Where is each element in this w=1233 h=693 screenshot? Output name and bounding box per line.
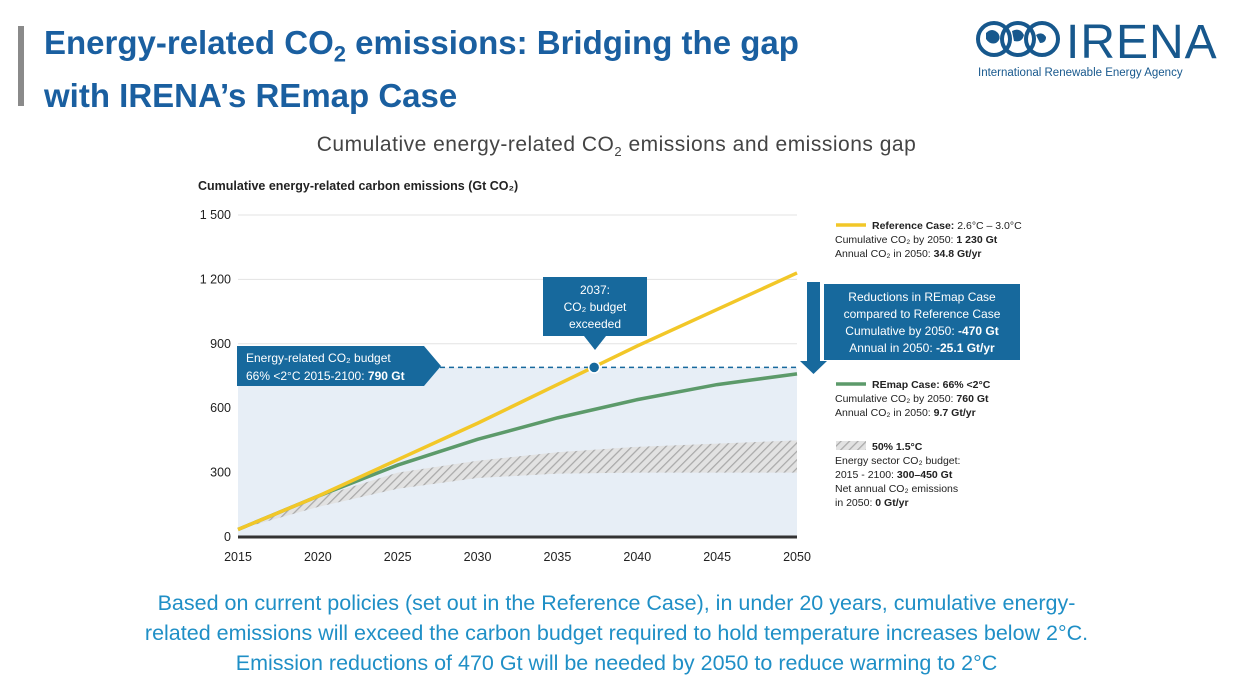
budget-callout-line2: 66% <2°C 2015-2100:	[246, 369, 368, 383]
legend-band-budget: 300–450 Gt	[897, 469, 953, 481]
band-1-5-area	[238, 440, 797, 530]
svg-text:Reference Case: 2.6°C – 3.0°C: Reference Case: 2.6°C – 3.0°C	[872, 220, 1022, 232]
svg-text:Annual in 2050: -25.1 Gt/yr: Annual in 2050: -25.1 Gt/yr	[849, 341, 995, 355]
x-tick-label: 2025	[384, 550, 412, 564]
globe-rings-icon	[976, 21, 1060, 57]
x-tick-label: 2045	[703, 550, 731, 564]
budget-callout-value: 790 Gt	[368, 369, 405, 383]
y-tick-label: 300	[210, 466, 231, 480]
legend-remap-label: REmap Case: 66% <2°C	[872, 379, 991, 391]
svg-text:in 2050: 0 Gt/yr: in 2050: 0 Gt/yr	[835, 497, 909, 509]
legend-band-line2: Energy sector CO₂ budget:	[835, 455, 960, 467]
legend-band: 50% 1.5°C Energy sector CO₂ budget: 2015…	[835, 441, 960, 509]
reductions-cumulative-value: -470 Gt	[958, 324, 999, 338]
budget-callout: Energy-related CO₂ budget 66% <2°C 2015-…	[237, 346, 441, 386]
reference-series-line	[237, 271, 798, 532]
legend-remap-line3: Annual CO₂ in 2050:	[835, 407, 934, 419]
irena-logo: IRENA International Renewable Energy Age…	[976, 15, 1221, 81]
legend-band-line5: in 2050:	[835, 497, 875, 509]
legend-reference-annual: 34.8 Gt/yr	[934, 248, 982, 260]
reductions-line3: Cumulative by 2050:	[845, 324, 958, 338]
chart-title: Cumulative energy-related CO2 emissions …	[316, 133, 917, 160]
legend-reference-line2: Cumulative CO₂ by 2050:	[835, 234, 956, 246]
title-accent-bar	[18, 26, 24, 106]
y-tick-label: 1 500	[200, 208, 231, 222]
y-tick-label: 600	[210, 401, 231, 415]
crossing-callout-line2: CO₂ budget	[564, 300, 627, 314]
svg-text:66% <2°C 2015-2100: 790 Gt: 66% <2°C 2015-2100: 790 Gt	[246, 369, 405, 383]
caption-line2: related emissions will exceed the carbon…	[144, 621, 1089, 645]
svg-text:2015 - 2100: 300–450 Gt: 2015 - 2100: 300–450 Gt	[835, 469, 953, 481]
crossing-callout-line3: exceeded	[569, 317, 621, 331]
legend-remap-annual: 9.7 Gt/yr	[934, 407, 976, 419]
crossing-callout-line1: 2037:	[580, 283, 610, 297]
legend-band-annual: 0 Gt/yr	[875, 497, 908, 509]
caption: Based on current policies (set out in th…	[40, 588, 1193, 678]
y-tick-label: 1 200	[200, 272, 231, 286]
x-tick-label: 2050	[783, 550, 811, 564]
x-tick-label: 2015	[224, 550, 252, 564]
legend-band-label: 50% 1.5°C	[872, 441, 923, 453]
svg-text:Annual CO₂ in 2050: 34.8 Gt/yr: Annual CO₂ in 2050: 34.8 Gt/yr	[835, 248, 982, 260]
legend-band-line4: Net annual CO₂ emissions	[835, 483, 958, 495]
legend: Reference Case: 2.6°C – 3.0°C Cumulative…	[835, 220, 1022, 509]
reductions-arrow	[800, 282, 827, 374]
legend-remap-line2: Cumulative CO₂ by 2050:	[835, 393, 956, 405]
legend-remap: REmap Case: 66% <2°C Cumulative CO₂ by 2…	[835, 379, 991, 419]
y-axis-label: Cumulative energy-related carbon emissio…	[198, 179, 518, 193]
legend-reference-label: Reference Case:	[872, 220, 957, 232]
legend-reference: Reference Case: 2.6°C – 3.0°C Cumulative…	[835, 220, 1022, 260]
logo-subtitle: International Renewable Energy Agency	[978, 67, 1183, 79]
budget-crossing-marker	[587, 361, 601, 374]
legend-remap-cumulative: 760 Gt	[956, 393, 989, 405]
logo-name: IRENA	[1066, 16, 1218, 69]
budget-callout-line1: Energy-related CO₂ budget	[246, 351, 391, 365]
reductions-annual-value: -25.1 Gt/yr	[936, 341, 995, 355]
crossing-callout: 2037: CO₂ budget exceeded	[543, 277, 647, 350]
svg-text:Cumulative by 2050: -470 Gt: Cumulative by 2050: -470 Gt	[845, 324, 998, 338]
legend-band-line3: 2015 - 2100:	[835, 469, 897, 481]
x-tick-label: 2020	[304, 550, 332, 564]
y-tick-label: 0	[224, 530, 231, 544]
svg-text:Cumulative CO₂ by 2050: 1 230: Cumulative CO₂ by 2050: 1 230 Gt	[835, 234, 998, 246]
caption-line1: Based on current policies (set out in th…	[157, 591, 1076, 615]
reductions-callout: Reductions in REmap Case compared to Ref…	[824, 284, 1020, 360]
reductions-line2: compared to Reference Case	[844, 307, 1001, 321]
svg-text:Cumulative CO₂ by 2050: 760 Gt: Cumulative CO₂ by 2050: 760 Gt	[835, 393, 989, 405]
x-tick-label: 2030	[464, 550, 492, 564]
caption-line3: Emission reductions of 470 Gt will be ne…	[235, 651, 998, 675]
legend-reference-cumulative: 1 230 Gt	[956, 234, 997, 246]
reductions-line4: Annual in 2050:	[849, 341, 936, 355]
reductions-line1: Reductions in REmap Case	[848, 290, 996, 304]
x-tick-label: 2040	[623, 550, 651, 564]
page-title: Energy-related CO2 emissions: Bridging t…	[44, 24, 799, 114]
legend-reference-line3: Annual CO₂ in 2050:	[835, 248, 934, 260]
y-tick-label: 900	[210, 337, 231, 351]
legend-reference-range: 2.6°C – 3.0°C	[957, 220, 1022, 232]
x-tick-label: 2035	[544, 550, 572, 564]
svg-text:Annual CO₂ in 2050: 9.7 Gt/yr: Annual CO₂ in 2050: 9.7 Gt/yr	[835, 407, 976, 419]
